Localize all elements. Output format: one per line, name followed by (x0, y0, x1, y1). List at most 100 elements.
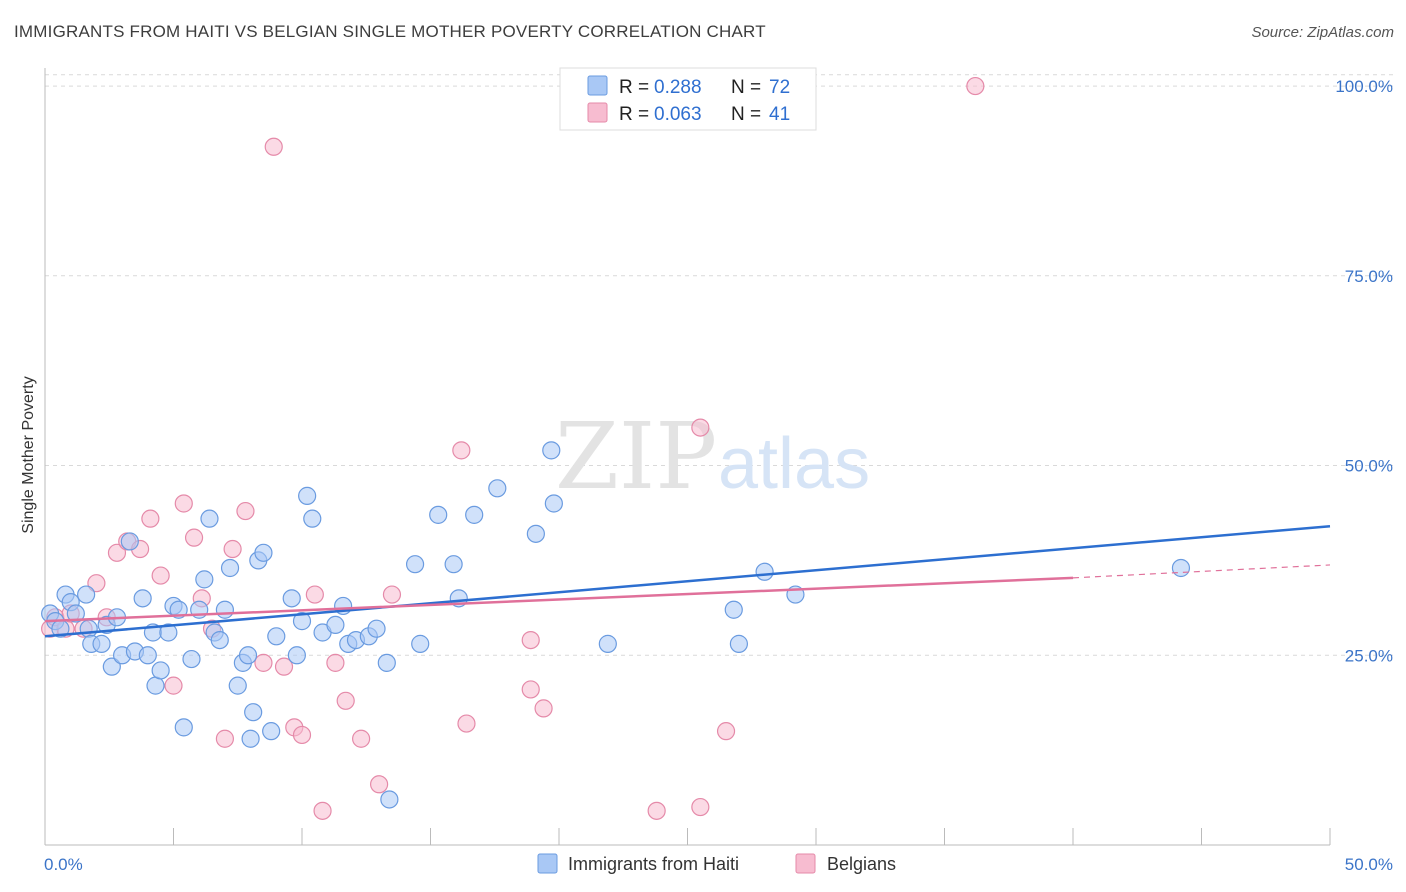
haiti-point (238, 646, 258, 665)
haiti-point (287, 646, 306, 665)
y-tick-label-100: 100.0% (1335, 77, 1393, 96)
haiti-point (120, 532, 139, 551)
belgians-point (141, 509, 160, 528)
belgians-point (274, 657, 294, 676)
legend-swatch-belgians (587, 102, 608, 123)
belgians-point (151, 566, 170, 585)
haiti-point (729, 634, 749, 653)
haiti-point (215, 600, 234, 619)
haiti-point (303, 509, 322, 528)
legend-n-value-haiti: 72 (769, 77, 790, 98)
haiti-point (169, 600, 188, 619)
trend-line-belgians-extension (1072, 564, 1331, 579)
haiti-point (542, 441, 561, 460)
legend-n-value-belgians: 41 (769, 104, 790, 125)
haiti-point (429, 505, 448, 524)
haiti-point (92, 634, 111, 653)
bottom-legend-label-belgians: Belgians (827, 854, 896, 874)
trend-lines (44, 525, 1331, 638)
haiti-point (159, 623, 178, 642)
belgians-point (457, 714, 476, 733)
haiti-point (298, 486, 317, 505)
haiti-point (182, 649, 201, 669)
belgians-point (691, 418, 710, 437)
haiti-point (151, 661, 170, 680)
belgians-point (716, 722, 736, 741)
correlation-legend: R = 0.288 N = 72 R = 0.063 N = 41 (559, 67, 817, 131)
haiti-point (228, 676, 247, 695)
belgians-point (313, 801, 332, 820)
y-tick-label-50: 50.0% (1345, 457, 1393, 476)
belgians-point (966, 76, 985, 96)
haiti-point (598, 634, 617, 653)
belgians-point (164, 676, 183, 695)
x-tick-label-max: 50.0% (1345, 855, 1393, 874)
belgians-point (223, 539, 242, 559)
belgians-point (336, 691, 355, 710)
haiti-point (195, 570, 214, 589)
watermark-zip: ZIP (555, 403, 717, 510)
belgians-point (184, 528, 204, 547)
belgians-point (254, 653, 273, 672)
haiti-point (282, 589, 301, 608)
legend-n-label-haiti: N = (731, 77, 761, 98)
haiti-point (77, 585, 96, 604)
trend-line-haiti (44, 525, 1331, 638)
haiti-point (210, 630, 229, 650)
belgians-point (691, 797, 710, 817)
haiti-point (380, 790, 399, 809)
haiti-point (405, 555, 425, 574)
belgians-point (264, 137, 283, 156)
belgians-point (174, 494, 193, 513)
belgians-point (452, 441, 471, 460)
haiti-point (367, 619, 386, 638)
bottom-legend-label-haiti: Immigrants from Haiti (568, 854, 739, 874)
haiti-point (755, 562, 774, 581)
grid-lines (45, 74, 1393, 656)
haiti-point (174, 718, 193, 737)
haiti-point (102, 657, 121, 676)
belgians-point (326, 653, 345, 672)
haiti-point (526, 524, 545, 543)
belgians-point (107, 543, 127, 562)
haiti-point (465, 505, 484, 524)
belgians-point (521, 630, 540, 650)
haiti-point (244, 703, 263, 722)
haiti-point (1171, 558, 1191, 578)
belgians-point (87, 574, 106, 593)
haiti-point (146, 676, 165, 695)
belgians-point (382, 585, 402, 604)
haiti-point (254, 543, 273, 562)
haiti-point (262, 722, 281, 741)
legend-n-label-belgians: N = (731, 104, 761, 125)
x-tick-marks (44, 828, 1331, 845)
haiti-point (724, 600, 743, 619)
belgians-point (370, 775, 389, 794)
haiti-point (133, 589, 152, 608)
belgians-point (236, 501, 255, 521)
haiti-point (241, 729, 260, 748)
y-tick-labels: 25.0% 50.0% 75.0% 100.0% (1335, 77, 1393, 665)
haiti-point (544, 494, 563, 513)
haiti-point (138, 646, 157, 665)
haiti-point (200, 509, 219, 528)
haiti-point (411, 634, 430, 653)
bottom-legend-swatch-haiti (537, 853, 558, 874)
haiti-point (267, 627, 286, 646)
belgians-point (521, 680, 540, 699)
trend-line-belgians (44, 576, 1074, 623)
legend-swatch-haiti (587, 75, 608, 96)
legend-r-value-belgians: 0.063 (654, 104, 702, 125)
source-credit: Source: ZipAtlas.com (1251, 24, 1394, 41)
legend-r-value-haiti: 0.288 (654, 77, 702, 98)
legend-r-label-haiti: R = (619, 77, 649, 98)
haiti-point (66, 604, 85, 623)
belgians-point (305, 585, 324, 604)
chart-title: IMMIGRANTS FROM HAITI VS BELGIAN SINGLE … (14, 22, 766, 41)
series-legend: Immigrants from Haiti Belgians (537, 853, 896, 874)
y-tick-label-75: 75.0% (1345, 267, 1393, 286)
x-tick-label-min: 0.0% (44, 855, 83, 874)
watermark-atlas: atlas (718, 424, 870, 504)
haiti-point (326, 615, 345, 635)
